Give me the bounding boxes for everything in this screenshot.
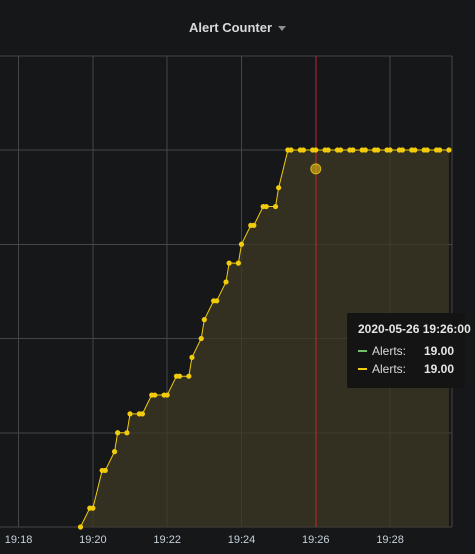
data-point	[124, 430, 130, 436]
x-tick-label: 19:26	[302, 534, 330, 546]
data-point	[186, 373, 192, 379]
data-point	[201, 317, 207, 323]
data-point	[424, 147, 430, 153]
tooltip-series-label: Alerts:	[372, 362, 407, 376]
data-point	[263, 203, 269, 210]
data-point	[152, 392, 158, 398]
data-point	[115, 430, 121, 436]
tooltip-series-value: 19.00	[423, 362, 454, 376]
chart-tooltip: 2020-05-26 19:26:00 Alerts: 19.00 Alerts…	[347, 313, 471, 388]
data-point	[214, 298, 220, 304]
x-tick-label: 19:18	[5, 534, 33, 546]
data-point	[387, 147, 393, 153]
data-point	[251, 222, 257, 228]
x-tick-label: 19:20	[79, 534, 107, 546]
data-point	[446, 147, 452, 153]
chart-points	[77, 147, 452, 530]
data-point	[325, 147, 331, 153]
x-tick-label: 19:22	[153, 534, 181, 546]
data-point	[350, 147, 356, 153]
data-point	[77, 524, 84, 530]
data-point	[235, 260, 241, 266]
data-point	[189, 354, 195, 360]
panel-title-menu[interactable]: Alert Counter	[188, 19, 287, 35]
tooltip-row: Alerts: 19.00	[358, 362, 454, 376]
highlighted-point	[310, 163, 322, 175]
chevron-down-icon	[278, 25, 287, 31]
panel-header: Alert Counter	[0, 0, 475, 52]
tooltip-time: 2020-05-26 19:26:00	[358, 322, 471, 336]
data-point	[399, 147, 406, 153]
chart-area-fill	[80, 150, 449, 527]
x-tick-label: 19:28	[376, 534, 404, 546]
data-point	[111, 449, 118, 455]
data-point	[176, 373, 183, 379]
tooltip-series-value: 19.00	[423, 344, 454, 358]
data-point	[437, 147, 443, 153]
chart-x-axis: 19:18 19:20 19:22 19:24 19:26 19:28	[5, 534, 404, 546]
panel-title: Alert Counter	[188, 19, 273, 35]
series-color-swatch	[358, 350, 367, 352]
data-point	[139, 411, 146, 417]
series-color-swatch	[358, 368, 367, 370]
data-point	[198, 335, 204, 342]
data-point	[412, 147, 418, 153]
data-point	[337, 147, 344, 153]
data-point	[223, 279, 229, 285]
data-point	[276, 185, 282, 191]
data-point	[127, 411, 133, 417]
data-point	[90, 505, 96, 511]
data-point	[288, 147, 294, 153]
data-point	[102, 467, 108, 474]
tooltip-series-label: Alerts:	[372, 344, 407, 358]
data-point	[238, 241, 245, 247]
data-point	[164, 392, 170, 398]
data-point	[313, 147, 319, 153]
data-point	[362, 147, 368, 153]
data-point	[226, 260, 232, 266]
tooltip-row: Alerts: 19.00	[358, 344, 454, 358]
x-tick-label: 19:24	[228, 534, 256, 546]
data-point	[300, 147, 306, 153]
data-point	[375, 147, 381, 153]
data-point	[272, 203, 279, 210]
series-area	[80, 150, 449, 527]
